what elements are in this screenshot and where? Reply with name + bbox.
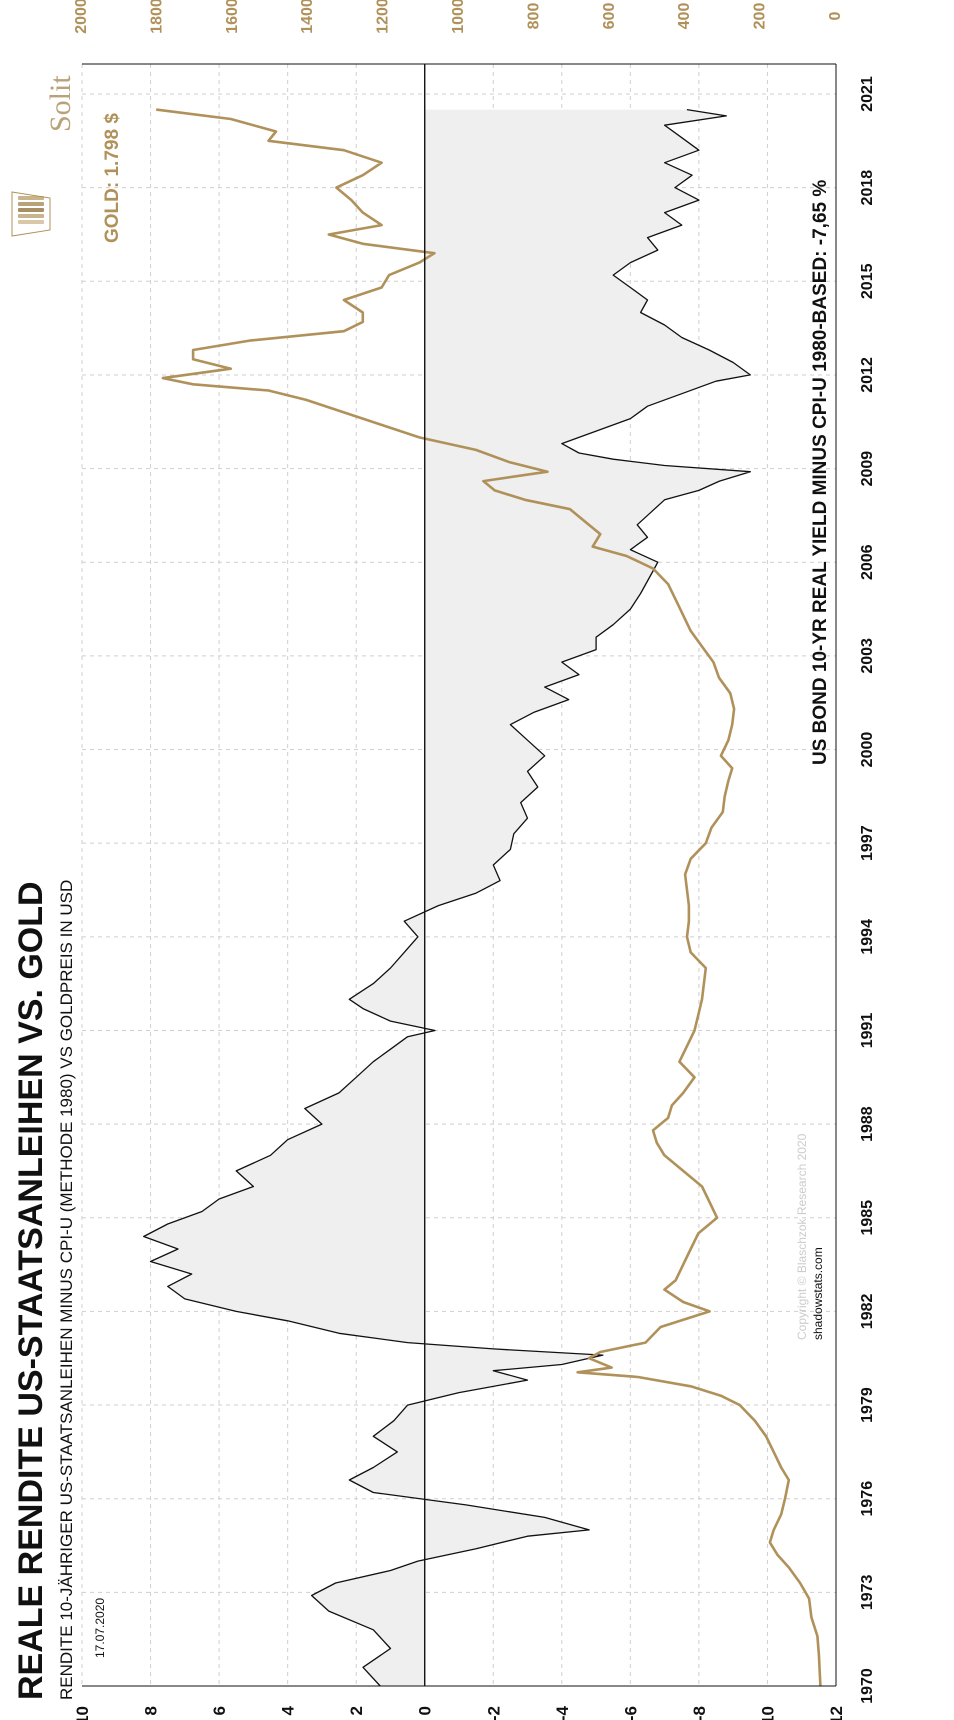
copyright-text: Copyright © Blaschzok Research 2020: [795, 1133, 809, 1340]
real-yield-fill-area: [143, 109, 751, 1687]
right-y-tick-label: 0: [827, 11, 844, 20]
axes-group: [82, 63, 837, 1687]
x-tick-label: 1976: [859, 1481, 876, 1517]
left-y-tick-label: -2: [484, 1706, 503, 1720]
x-tick-label: 1985: [859, 1200, 876, 1236]
gold-price-line: [156, 108, 822, 1687]
right-y-tick-label: 400: [676, 3, 693, 30]
right-y-tick-label: 1200: [375, 0, 392, 34]
x-tick-label: 1979: [859, 1387, 876, 1423]
x-tick-label: 1997: [859, 825, 876, 861]
x-tick-label: 2018: [859, 170, 876, 206]
left-y-tick-label: -12: [827, 1706, 846, 1720]
solit-logo: Solit: [11, 75, 77, 237]
source-text: shadowstats.com: [811, 1247, 825, 1340]
yield-series-label: US BOND 10-YR REAL YIELD MINUS CPI-U 198…: [810, 180, 831, 765]
x-tick-label: 2003: [859, 638, 876, 674]
left-y-tick-label: 0: [416, 1706, 435, 1715]
solit-logo-text: Solit: [44, 75, 77, 132]
x-tick-label: 1970: [859, 1668, 876, 1704]
left-y-tick-label: -10: [758, 1706, 777, 1720]
tick-labels-group: 1970 1973 1976 1979 1982 1985 1988 1991 1994 1997…: [73, 0, 876, 1720]
x-tick-label: 1994: [859, 919, 876, 955]
right-y-tick-label: 1000: [450, 0, 467, 34]
right-y-tick-label: 2000: [73, 0, 90, 34]
left-y-tick-label: 2: [347, 1706, 366, 1715]
left-y-tick-label: -6: [621, 1706, 640, 1720]
right-y-tick-label: 800: [525, 3, 542, 30]
left-y-tick-label: -8: [690, 1706, 709, 1720]
real-yield-line: [143, 108, 751, 1687]
x-tick-label: 2015: [859, 263, 876, 299]
left-y-tick-label: 8: [142, 1706, 161, 1715]
gold-series-label: GOLD: 1.798 $: [102, 113, 123, 243]
x-tick-label: 2006: [859, 544, 876, 580]
x-tick-label: 2012: [859, 357, 876, 393]
right-y-tick-label: 1800: [148, 0, 165, 34]
x-tick-label: 2009: [859, 451, 876, 487]
chart-title: REALE RENDITE US-STAATSANLEIHEN VS. GOLD: [12, 881, 50, 1700]
right-y-tick-label: 200: [752, 3, 769, 30]
left-y-tick-label: 6: [210, 1706, 229, 1715]
x-tick-label: 1973: [859, 1574, 876, 1610]
left-y-tick-label: -4: [553, 1705, 572, 1720]
chart-subtitle: RENDITE 10-JÄHRIGER US-STAATSANLEIHEN MI…: [57, 880, 76, 1700]
solit-logo-icon: [11, 191, 51, 237]
series-lines-group: [143, 108, 822, 1687]
left-y-tick-label: 4: [279, 1705, 298, 1715]
right-y-tick-label: 600: [601, 3, 618, 30]
x-tick-label: 1982: [859, 1294, 876, 1330]
right-y-tick-label: 1600: [224, 0, 241, 34]
fill-area-group: [143, 109, 751, 1687]
right-y-tick-label: 1400: [299, 0, 316, 34]
x-tick-label: 2021: [859, 76, 876, 112]
left-y-tick-label: 10: [73, 1706, 92, 1720]
date-label: 17.07.2020: [93, 1598, 107, 1658]
x-tick-label: 1988: [859, 1106, 876, 1142]
x-tick-label: 2000: [859, 732, 876, 768]
x-tick-label: 1991: [859, 1013, 876, 1049]
